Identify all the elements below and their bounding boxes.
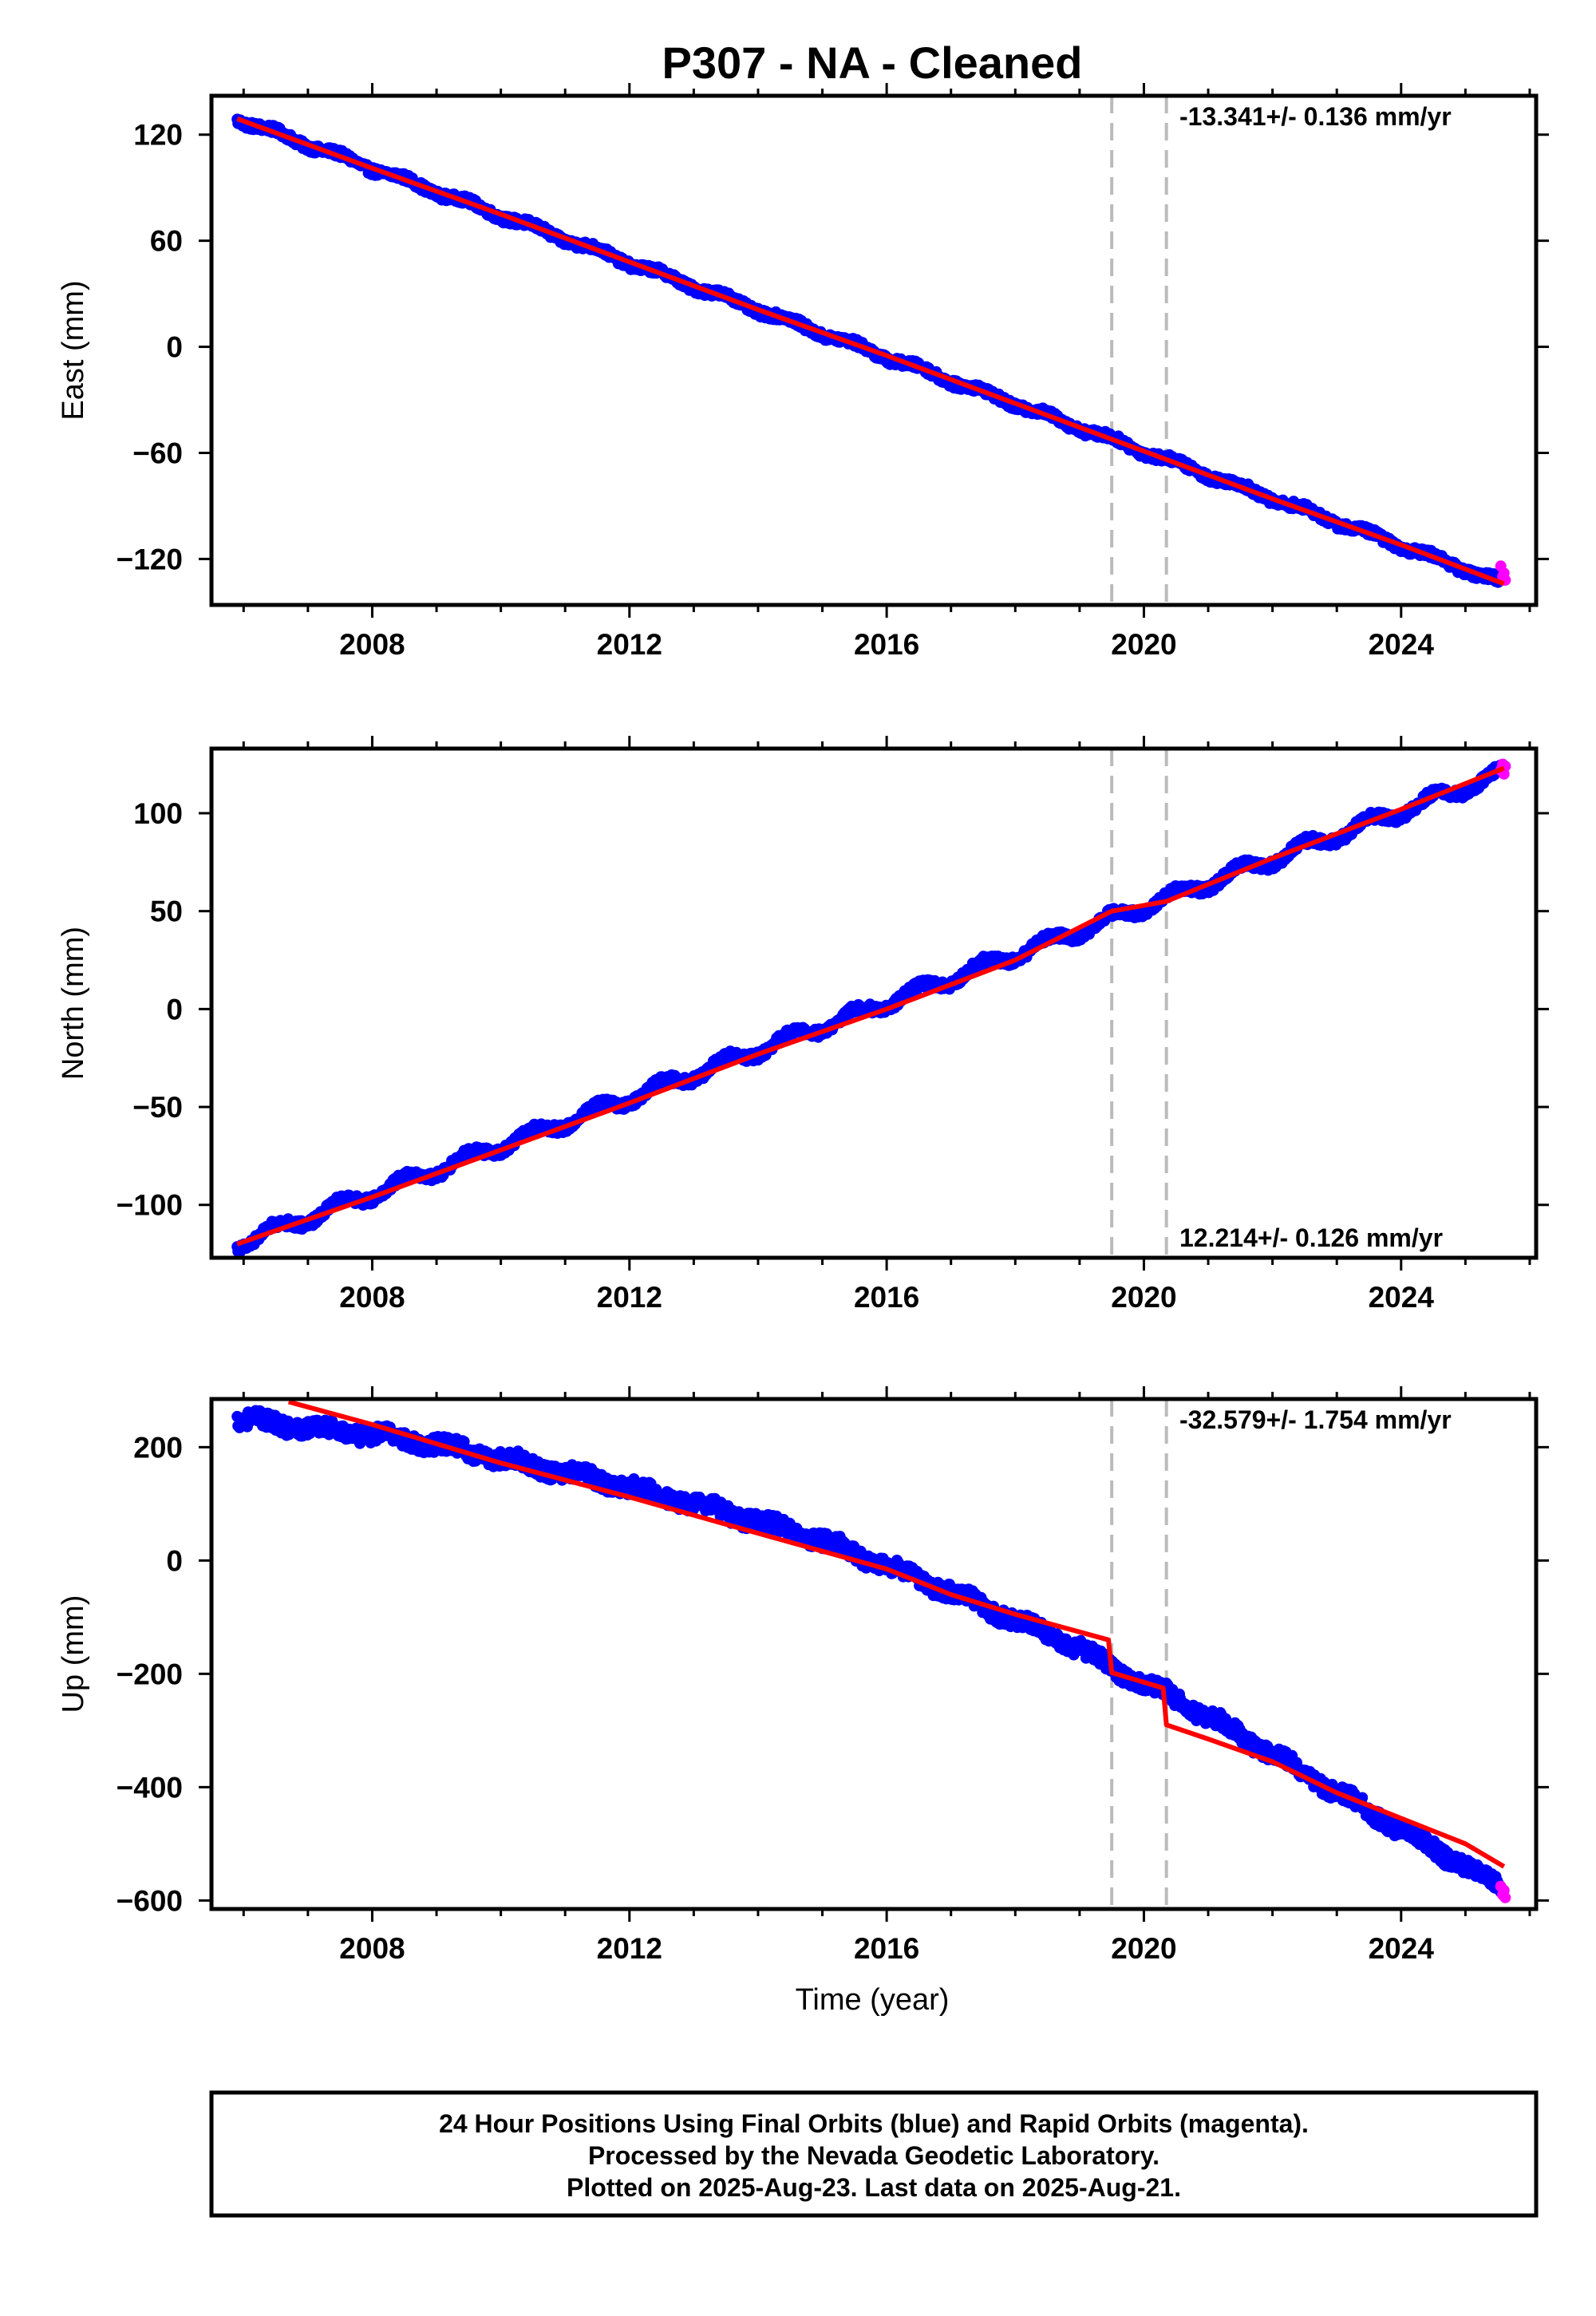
- x-tick-label: 2012: [597, 1281, 662, 1314]
- y-tick-label: 200: [133, 1431, 183, 1464]
- x-tick-label: 2012: [597, 628, 662, 661]
- x-axis-label: Time (year): [796, 1983, 950, 2017]
- panels: 120 60 0 −60 −120 2008 2012 2016 2020 2024 East (m…: [57, 83, 1549, 1965]
- panel-north: 100 50 0 −50 −100 2008 2012 2016 2020 2024 North (…: [57, 736, 1549, 1314]
- x-tick-label: 2024: [1369, 1281, 1435, 1314]
- plot-frame: [209, 1397, 1539, 1911]
- velocity-label: 12.214+/- 0.126 mm/yr: [1179, 1223, 1443, 1252]
- y-tick-label: −200: [117, 1658, 183, 1690]
- x-tick-label: 2020: [1111, 628, 1176, 661]
- y-tick-label: −600: [117, 1884, 183, 1917]
- x-tick-label: 2020: [1111, 1932, 1176, 1965]
- x-tick-label: 2024: [1369, 628, 1435, 661]
- rapid-orbit-point: [1499, 1891, 1511, 1903]
- velocity-label: -32.579+/- 1.754 mm/yr: [1179, 1405, 1452, 1434]
- y-tick-label: −120: [117, 543, 183, 575]
- x-tick-label: 2016: [854, 1932, 919, 1965]
- x-tick-label: 2020: [1111, 1281, 1176, 1314]
- y-tick-label: −50: [132, 1091, 183, 1124]
- plot-frame: [209, 746, 1539, 1260]
- y-tick-label: 120: [133, 119, 183, 152]
- plot-area-north: [231, 749, 1511, 1258]
- plot-area-up: [231, 1399, 1511, 1909]
- y-tick-label: −60: [132, 437, 183, 469]
- x-tick-label: 2008: [339, 1932, 405, 1965]
- y-tick-label: −400: [117, 1771, 183, 1804]
- footer-box: 24 Hour Positions Using Final Orbits (bl…: [209, 2090, 1539, 2218]
- velocity-label: -13.341+/- 0.136 mm/yr: [1179, 102, 1452, 131]
- y-axis-label: North (mm): [57, 927, 90, 1080]
- footer-line-2: Processed by the Nevada Geodetic Laborat…: [588, 2141, 1159, 2170]
- plot-frame: [209, 93, 1539, 607]
- y-tick-label: 50: [150, 895, 183, 928]
- x-tick-label: 2024: [1369, 1932, 1435, 1965]
- x-tick-label: 2016: [854, 628, 919, 661]
- chart-title: P307 - NA - Cleaned: [662, 38, 1083, 88]
- x-tick-label: 2016: [854, 1281, 919, 1314]
- y-tick-label: 0: [166, 993, 183, 1026]
- y-axis-label: Up (mm): [57, 1595, 90, 1713]
- footer-line-1: 24 Hour Positions Using Final Orbits (bl…: [439, 2109, 1309, 2138]
- final-orbit-points: [231, 1405, 1507, 1898]
- x-tick-label: 2008: [339, 628, 405, 661]
- y-axis-label: East (mm): [57, 280, 90, 420]
- x-tick-label: 2008: [339, 1281, 405, 1314]
- y-tick-label: −100: [117, 1189, 183, 1222]
- panel-up: 200 0 −200 −400 −600 2008 2012 2016 2020 2024 Up (…: [57, 1386, 1549, 1965]
- panel-east: 120 60 0 −60 −120 2008 2012 2016 2020 2024 East (m…: [57, 83, 1549, 661]
- y-tick-label: 0: [166, 331, 183, 364]
- model-fit-line: [236, 765, 1505, 1247]
- y-tick-label: 100: [133, 797, 183, 830]
- footer-line-3: Plotted on 2025-Aug-23. Last data on 202…: [567, 2173, 1181, 2202]
- x-tick-label: 2012: [597, 1932, 662, 1965]
- model-fit-line: [287, 1399, 1506, 1869]
- y-tick-label: 60: [150, 225, 183, 258]
- model-fit-line: [236, 116, 1505, 587]
- plot-area-east: [231, 96, 1511, 605]
- y-tick-label: 0: [166, 1544, 183, 1577]
